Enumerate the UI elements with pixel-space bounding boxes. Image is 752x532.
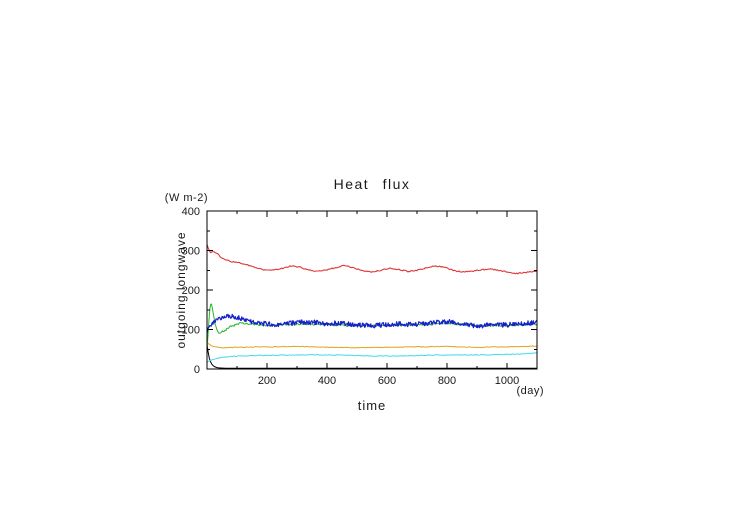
tick-label: 0 <box>194 364 200 376</box>
tick-label: 200 <box>182 285 200 297</box>
series-blue-line <box>207 313 537 334</box>
chart-title: Heat flux <box>333 176 411 192</box>
y-axis-units-label: (W m-2) <box>164 192 208 204</box>
series-orange-line <box>207 341 537 349</box>
tick-label: 200 <box>258 375 276 387</box>
tick-label: 600 <box>378 375 396 387</box>
x-axis-units-label: (day) <box>516 385 544 397</box>
series-black-line <box>207 344 537 369</box>
tick-label: 300 <box>182 246 200 258</box>
plot-frame <box>206 210 538 370</box>
tick-label: 400 <box>182 206 200 218</box>
x-axis-title: time <box>357 398 387 413</box>
tick-label: 400 <box>318 375 336 387</box>
tick-label: 1000 <box>495 375 519 387</box>
tick-label: 100 <box>182 325 200 337</box>
y-axis-title: outgoing longwave <box>174 231 188 349</box>
series-cyan-line <box>207 352 537 363</box>
series-red-line <box>207 244 537 275</box>
tick-label: 800 <box>438 375 456 387</box>
